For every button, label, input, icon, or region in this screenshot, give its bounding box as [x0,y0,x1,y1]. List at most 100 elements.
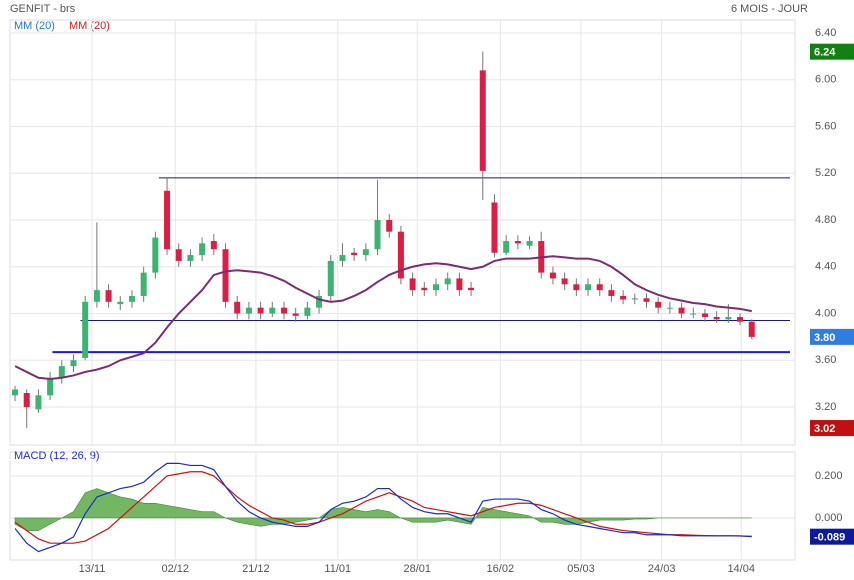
candle-body [82,301,89,358]
y-tick-label: 5.20 [815,167,836,179]
price-badge [810,328,854,345]
y-tick-label: 3.20 [815,401,836,413]
candle-body [526,241,533,246]
moving-average [14,255,752,380]
candle-body [479,70,486,171]
candle-body [351,252,358,256]
candle-body [666,307,673,309]
candle-body [631,298,638,300]
candle-body [713,317,720,320]
candle-body [444,278,451,285]
x-tick-label: 14/04 [727,563,755,575]
candle-body [175,249,182,261]
candle-body [701,313,708,318]
legend-entry: MM (20) [14,20,55,32]
price-panel [9,19,796,446]
price-badge [810,43,854,60]
y-tick-label: 0.200 [815,470,843,482]
price-badge-label: 6.24 [814,47,836,59]
macd-title: MACD (12, 26, 9) [14,450,100,462]
x-tick-label: 13/11 [79,563,106,575]
candle-body [140,272,147,296]
candle-body [409,278,416,291]
macd-line [14,462,752,553]
y-tick-label: 6.00 [815,74,836,86]
candle-body [456,278,463,291]
chart-subtitle: 6 MOIS - JOUR [731,3,808,15]
x-tick-label: 11/01 [324,563,351,575]
candle-body [187,255,194,261]
candle-body [164,190,171,250]
x-tick-label: 02/12 [161,563,189,575]
x-tick-label: 28/01 [404,563,432,575]
chart-title: GENFIT - brs [10,3,76,15]
candle-body [70,360,77,367]
candle-body [748,321,755,337]
y-tick-label: 4.00 [815,307,836,319]
candle-body [433,284,440,291]
price-badge-label: 3.02 [814,423,835,435]
candle-body [93,290,100,302]
candle-body [421,287,428,291]
candle-body [257,307,264,314]
candle-body [339,255,346,261]
candle-body [737,317,744,322]
candle-body [199,243,206,256]
candle-body [655,301,662,308]
y-tick-label: 4.80 [815,214,836,226]
macd-signal [14,471,752,544]
price-badge [810,420,854,437]
candle-body [374,219,381,250]
candle-body [58,366,65,378]
candle-body [573,284,580,291]
y-tick-label: 3.60 [815,354,836,366]
candle-body [561,278,568,285]
candle-body [304,307,311,316]
x-tick-label: 16/02 [487,563,515,575]
candle-body [643,298,650,302]
candle-body [690,313,697,315]
candle-body [280,307,287,314]
candle-body [35,395,42,410]
candle-body [316,295,323,308]
candle-body [397,231,404,279]
candle-body [292,313,299,316]
candle-body [210,241,217,250]
candle-body [725,317,732,320]
candle-body [386,219,393,232]
y-tick-label: 4.40 [815,261,836,273]
candle-body [608,290,615,296]
x-tick-label: 24/03 [648,563,676,575]
candle-body [327,260,334,296]
candle-body [596,284,603,291]
candle-body [23,392,30,408]
candle-body [117,301,124,305]
candle-body [105,290,112,302]
candle-body [152,237,159,273]
candle-body [12,389,19,396]
price-badge-label: 3.80 [814,332,835,344]
candle-body [269,307,276,314]
candle-body [491,202,498,253]
candle-body [503,241,510,253]
candle-body [514,241,521,244]
price-badge [810,528,854,545]
legend-entry: MM (20) [69,20,110,32]
candle-body [585,284,592,291]
x-tick-label: 21/12 [242,563,270,575]
candle-body [222,249,229,302]
candle-body [128,295,135,302]
candle-body [47,377,54,396]
macd-histogram [14,488,752,531]
candle-body [245,307,252,314]
candle-body [549,272,556,279]
y-tick-label: 6.40 [815,27,836,39]
candle-body [620,295,627,300]
price-badge-label: -0.089 [814,532,845,544]
candle-body [468,287,475,291]
y-tick-label: 5.60 [815,120,836,132]
x-tick-label: 05/03 [567,563,595,575]
y-tick-label: 0.000 [815,512,843,524]
candle-body [678,307,685,314]
